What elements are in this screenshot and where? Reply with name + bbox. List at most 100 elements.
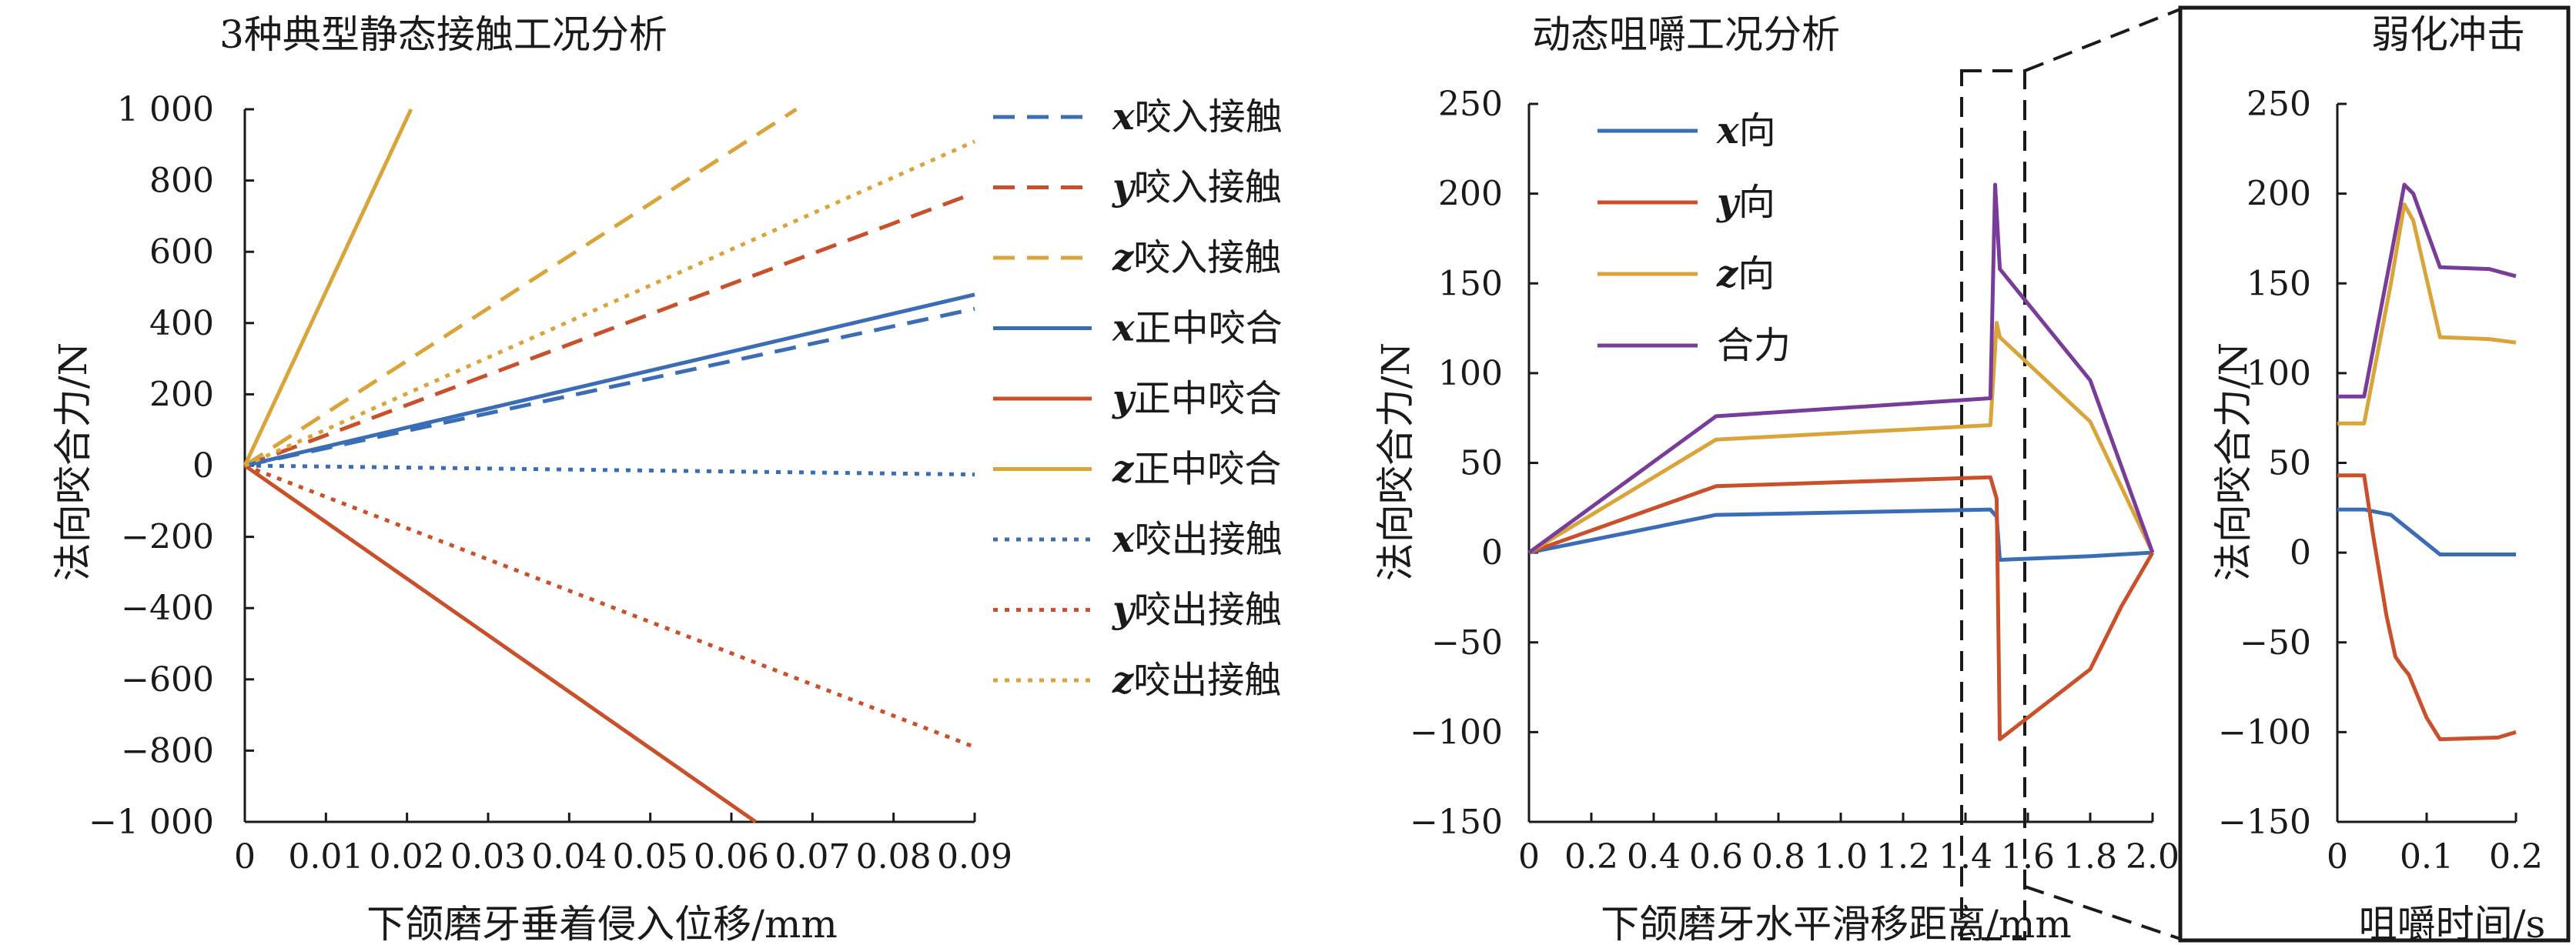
legend-name: 咬出接触 [1133, 659, 1281, 702]
y-tick-label: −150 [1410, 803, 1503, 842]
panel1-title: 3种典型静态接触工况分析 [219, 12, 667, 57]
legend-label: z向 [1716, 252, 1775, 296]
legend-variable: y [1112, 377, 1136, 420]
x-tick-label: 0.01 [288, 837, 363, 877]
series-line-x-6 [244, 463, 975, 477]
panel2-ylabel: 法向咬合力/N [1373, 342, 1418, 582]
legend-label: y咬入接触 [1112, 166, 1282, 209]
y-tick-label: −800 [121, 731, 214, 770]
series-line-y-4 [243, 463, 758, 824]
x-tick-label: 0.4 [1627, 837, 1681, 877]
y-tick-label: 50 [2268, 444, 2311, 483]
y-tick-label: 0 [2290, 533, 2311, 573]
x-tick-label: 1.4 [1939, 837, 1992, 877]
legend-variable: x [1112, 95, 1136, 139]
legend-variable: x [1716, 109, 1740, 152]
series-line-z-2 [243, 107, 798, 468]
legend-variable: z [1112, 236, 1135, 279]
legend-label: x咬出接触 [1112, 518, 1283, 561]
legend-label: y正中咬合 [1112, 377, 1282, 420]
series-line-z-2 [1527, 321, 2155, 555]
y-tick-label: −100 [1410, 713, 1503, 752]
x-tick-label: 0.09 [937, 837, 1012, 877]
zoom-region-box [1960, 69, 2026, 940]
legend-label: y咬出接触 [1112, 589, 1282, 632]
y-tick-label: −150 [2218, 803, 2311, 842]
legend-label: z咬入接触 [1112, 236, 1281, 279]
panel3-xlabel: 咀嚼时间/s [2359, 902, 2546, 945]
x-tick-label: 0.08 [856, 837, 932, 877]
legend-name: 咬出接触 [1135, 518, 1283, 561]
y-tick-label: −100 [2218, 713, 2311, 752]
series-line-x-0 [244, 306, 975, 468]
plot-layer: 0 0.01 0.02 0.03 0.04 0.05 0.06 0.07 0.08 0.09 1 0… [89, 85, 2543, 877]
legend-name: 正中咬合 [1134, 377, 1282, 420]
legend-name: 向 [1738, 181, 1775, 224]
series-line-resultant-3 [1527, 182, 2155, 555]
legend-variable: x [1112, 307, 1136, 350]
x-tick-label: 0.8 [1751, 837, 1805, 877]
y-tick-label: −1 000 [89, 803, 214, 842]
y-tick-label: 250 [2246, 85, 2311, 124]
y-tick-label: 50 [1460, 444, 1503, 483]
legend-label: x向 [1716, 109, 1776, 152]
panel3-ylabel: 法向咬合力/N [2211, 342, 2256, 582]
x-tick-label: 0.2 [1564, 837, 1618, 877]
x-tick-label: 1.6 [2001, 837, 2055, 877]
x-tick-label: 0.1 [2400, 837, 2454, 877]
series-line-y-1 [1528, 475, 2155, 742]
zoom-connector-bottom [2024, 885, 2181, 940]
x-tick-label: 0.07 [774, 837, 850, 877]
panel3-title: 弱化冲击 [2371, 12, 2525, 57]
series-line-z-8 [243, 139, 976, 468]
y-tick-label: −50 [1431, 623, 1503, 663]
x-tick-label: 1.0 [1814, 837, 1868, 877]
legend-name: 正中咬合 [1133, 448, 1281, 491]
series-line-x-0 [1528, 507, 2153, 562]
x-tick-label: 0 [2327, 837, 2348, 877]
legend-name: 向 [1738, 252, 1775, 296]
inset-frame [2178, 5, 2571, 943]
y-tick-label: −50 [2240, 623, 2311, 663]
panel1-ylabel: 法向咬合力/N [51, 342, 95, 582]
panel2-title: 动态咀嚼工况分析 [1532, 12, 1840, 57]
legend-name: 向 [1739, 109, 1776, 152]
legend-variable: y [1112, 166, 1136, 209]
series-line-x-0 [2337, 507, 2516, 556]
y-tick-label: 100 [1438, 354, 1503, 393]
series-line-y-1 [2337, 473, 2517, 742]
legend-variable: z [1112, 659, 1135, 702]
legend-label: x咬入接触 [1112, 95, 1283, 139]
x-tick-label: 1.8 [2063, 837, 2117, 877]
y-tick-label: 1 000 [117, 90, 214, 129]
x-tick-label: 0.2 [2489, 837, 2543, 877]
y-tick-label: 0 [1481, 533, 1503, 573]
x-tick-label: 0.05 [613, 837, 688, 877]
legend-name: 咬入接触 [1133, 236, 1281, 279]
legend-label: 合力 [1717, 324, 1791, 367]
x-tick-label: 0 [234, 837, 256, 877]
series-line-x-3 [244, 292, 975, 468]
x-tick-label: 0.06 [694, 837, 769, 877]
legend-label: z咬出接触 [1112, 659, 1281, 702]
y-tick-label: 600 [149, 232, 214, 272]
y-tick-label: 150 [1438, 264, 1503, 303]
y-tick-label: 200 [2246, 175, 2311, 214]
y-tick-label: 800 [149, 162, 214, 201]
y-tick-label: −400 [121, 589, 214, 628]
legend-name: 咬入接触 [1134, 166, 1282, 209]
x-tick-label: 0 [1518, 837, 1540, 877]
legend-variable: z [1716, 252, 1739, 296]
legend-label: y向 [1716, 181, 1775, 224]
series-line-z-5 [243, 108, 413, 467]
x-tick-label: 0.6 [1689, 837, 1743, 877]
y-tick-label: 250 [1438, 85, 1503, 124]
y-tick-label: −200 [121, 518, 214, 557]
x-tick-label: 0.04 [531, 837, 607, 877]
y-tick-label: −600 [121, 660, 214, 700]
x-tick-label: 0.03 [450, 837, 526, 877]
legend-name: 咬入接触 [1135, 95, 1283, 139]
series-line-y-1 [244, 191, 975, 468]
y-tick-label: 0 [192, 446, 214, 486]
